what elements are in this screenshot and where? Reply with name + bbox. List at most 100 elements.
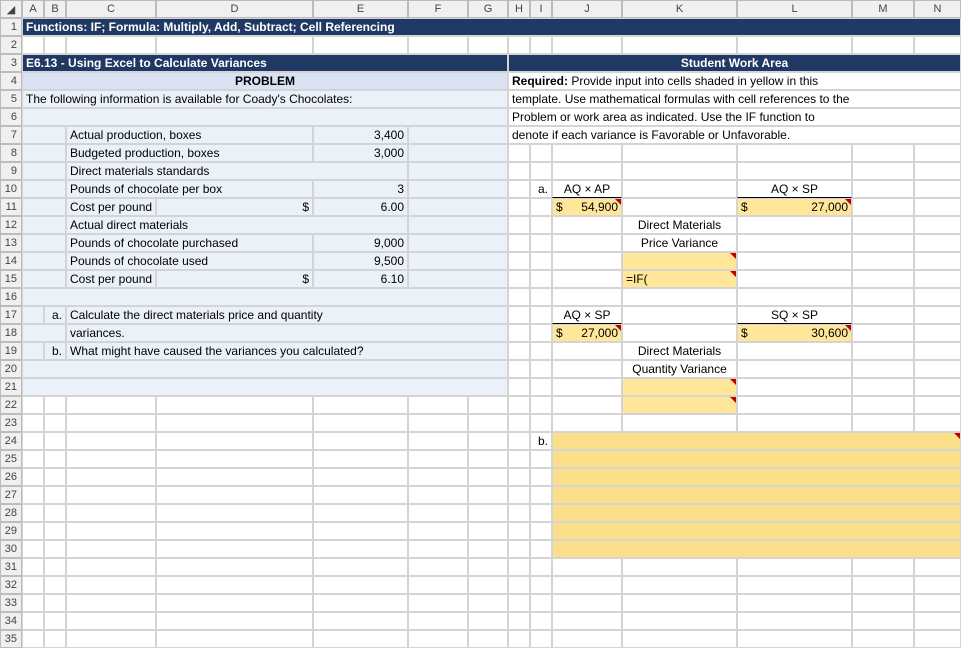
cell-E32[interactable] [313, 576, 408, 594]
cell-L16[interactable] [737, 288, 852, 306]
row-header-33[interactable]: 33 [0, 594, 22, 612]
row-header-2[interactable]: 2 [0, 36, 22, 54]
cell-G22[interactable] [468, 396, 508, 414]
cell-L12[interactable] [737, 216, 852, 234]
cell-M18[interactable] [852, 324, 914, 342]
row-header-25[interactable]: 25 [0, 450, 22, 468]
cell-D32[interactable] [156, 576, 313, 594]
cell-F33[interactable] [408, 594, 468, 612]
cell-H20[interactable] [508, 360, 530, 378]
cell-G33[interactable] [468, 594, 508, 612]
cell-H21[interactable] [508, 378, 530, 396]
cell-N11[interactable] [914, 198, 961, 216]
cell-N14[interactable] [914, 252, 961, 270]
cell-J23[interactable] [552, 414, 622, 432]
row-header-13[interactable]: 13 [0, 234, 22, 252]
cell-D22[interactable] [156, 396, 313, 414]
cell-C24[interactable] [66, 432, 156, 450]
cell-J9[interactable] [552, 162, 622, 180]
cell-F31[interactable] [408, 558, 468, 576]
cell-G27[interactable] [468, 486, 508, 504]
row-header-27[interactable]: 27 [0, 486, 22, 504]
cell-K18[interactable] [622, 324, 737, 342]
cell-A33[interactable] [22, 594, 44, 612]
cell-K32[interactable] [622, 576, 737, 594]
cell-G32[interactable] [468, 576, 508, 594]
cell-J33[interactable] [552, 594, 622, 612]
cell-H34[interactable] [508, 612, 530, 630]
answer-b-area-row30[interactable] [552, 540, 961, 558]
cell-J19[interactable] [552, 342, 622, 360]
cell-M32[interactable] [852, 576, 914, 594]
cell-K31[interactable] [622, 558, 737, 576]
col-header-B[interactable]: B [44, 0, 66, 18]
cell-B28[interactable] [44, 504, 66, 522]
cell-J21[interactable] [552, 378, 622, 396]
cell-N23[interactable] [914, 414, 961, 432]
cell-C34[interactable] [66, 612, 156, 630]
cell-E31[interactable] [313, 558, 408, 576]
cell-A28[interactable] [22, 504, 44, 522]
cell-H35[interactable] [508, 630, 530, 648]
row-header-28[interactable]: 28 [0, 504, 22, 522]
cell-G35[interactable] [468, 630, 508, 648]
cell-N34[interactable] [914, 612, 961, 630]
cell-L19[interactable] [737, 342, 852, 360]
cell-E23[interactable] [313, 414, 408, 432]
cell-N35[interactable] [914, 630, 961, 648]
cell-H14[interactable] [508, 252, 530, 270]
select-all-corner[interactable]: ◢ [0, 0, 22, 18]
cell-C35[interactable] [66, 630, 156, 648]
cell-M9[interactable] [852, 162, 914, 180]
cell-A30[interactable] [22, 540, 44, 558]
cell-I2[interactable] [530, 36, 552, 54]
cell-I32[interactable] [530, 576, 552, 594]
cell-J12[interactable] [552, 216, 622, 234]
cell-A25[interactable] [22, 450, 44, 468]
row-header-32[interactable]: 32 [0, 576, 22, 594]
cell-B30[interactable] [44, 540, 66, 558]
cell-I9[interactable] [530, 162, 552, 180]
cell-D28[interactable] [156, 504, 313, 522]
cell-E22[interactable] [313, 396, 408, 414]
cell-J20[interactable] [552, 360, 622, 378]
cell-D35[interactable] [156, 630, 313, 648]
cell-H8[interactable] [508, 144, 530, 162]
cell-B26[interactable] [44, 468, 66, 486]
aq-ap-cell[interactable]: $54,900 [552, 198, 622, 216]
cell-I29[interactable] [530, 522, 552, 540]
cell-H26[interactable] [508, 468, 530, 486]
cell-K10[interactable] [622, 180, 737, 198]
cell-A24[interactable] [22, 432, 44, 450]
row-header-10[interactable]: 10 [0, 180, 22, 198]
cell-A22[interactable] [22, 396, 44, 414]
cell-J22[interactable] [552, 396, 622, 414]
cell-C2[interactable] [66, 36, 156, 54]
cell-L23[interactable] [737, 414, 852, 432]
cell-N22[interactable] [914, 396, 961, 414]
cell-F34[interactable] [408, 612, 468, 630]
cell-K2[interactable] [622, 36, 737, 54]
cell-D23[interactable] [156, 414, 313, 432]
cell-C33[interactable] [66, 594, 156, 612]
col-header-N[interactable]: N [914, 0, 961, 18]
cell-D31[interactable] [156, 558, 313, 576]
cell-N9[interactable] [914, 162, 961, 180]
cell-F28[interactable] [408, 504, 468, 522]
cell-A23[interactable] [22, 414, 44, 432]
cell-I27[interactable] [530, 486, 552, 504]
cell-E30[interactable] [313, 540, 408, 558]
cell-G31[interactable] [468, 558, 508, 576]
cell-G25[interactable] [468, 450, 508, 468]
cell-N12[interactable] [914, 216, 961, 234]
row-header-31[interactable]: 31 [0, 558, 22, 576]
row-header-8[interactable]: 8 [0, 144, 22, 162]
row-header-3[interactable]: 3 [0, 54, 22, 72]
cell-B34[interactable] [44, 612, 66, 630]
cell-K16[interactable] [622, 288, 737, 306]
cell-I17[interactable] [530, 306, 552, 324]
cell-H32[interactable] [508, 576, 530, 594]
answer-b-area-row25[interactable] [552, 450, 961, 468]
cell-N13[interactable] [914, 234, 961, 252]
cell-M14[interactable] [852, 252, 914, 270]
